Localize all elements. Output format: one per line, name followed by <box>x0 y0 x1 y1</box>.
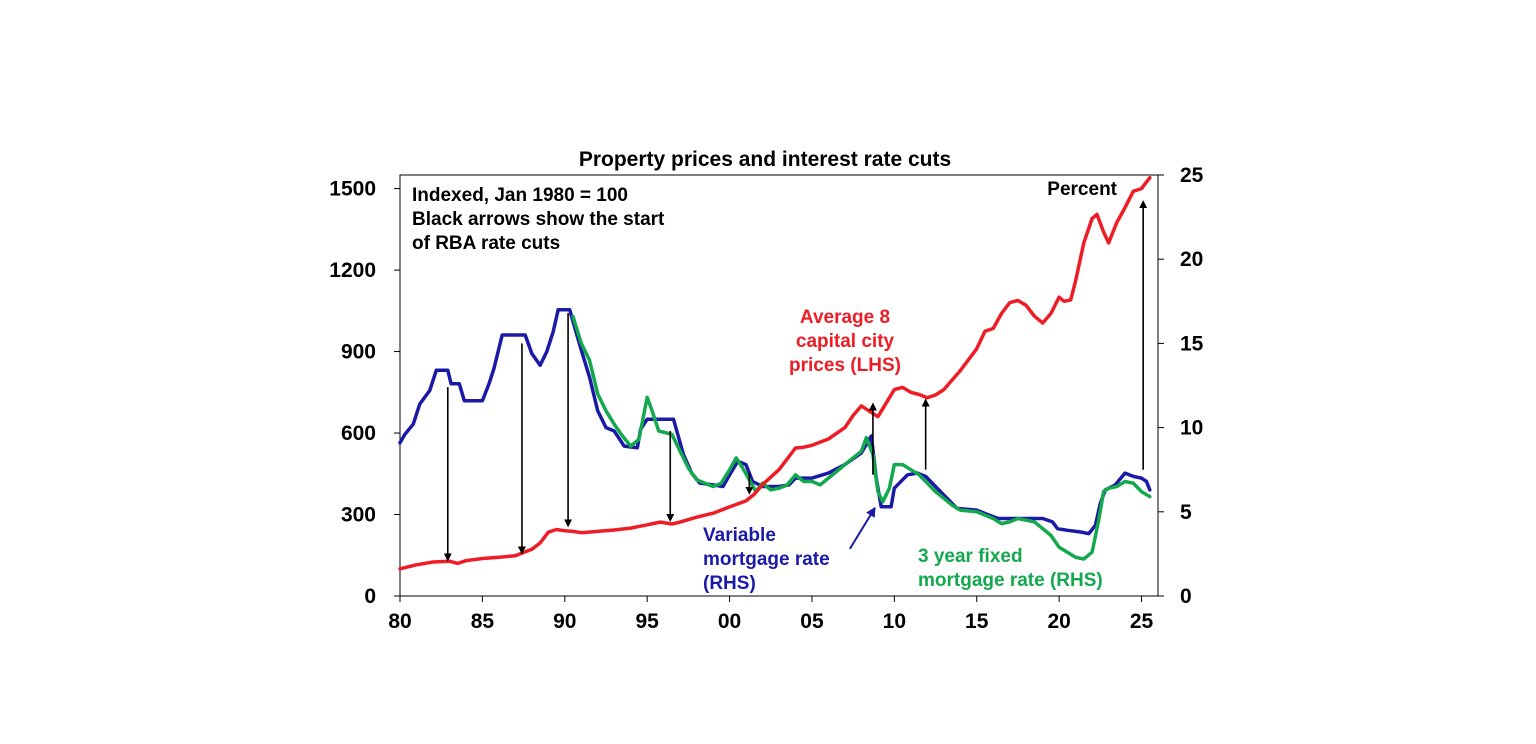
y-left-tick-label: 1500 <box>329 178 376 201</box>
y-left-tick-label: 900 <box>341 341 376 364</box>
variable-rate-label-arrow <box>849 506 876 550</box>
variable-rate-line <box>398 307 1152 536</box>
x-tick-label: 85 <box>471 610 495 633</box>
note-line-2: Black arrows show the start <box>412 209 665 230</box>
y-right-tick-label: 20 <box>1180 248 1203 271</box>
variable-rate-label-line-3: (RHS) <box>703 573 756 594</box>
y-right-tick-label: 10 <box>1180 417 1203 440</box>
prices-line <box>398 175 1152 571</box>
x-tick-label: 80 <box>388 610 411 633</box>
x-tick-label: 90 <box>553 610 576 633</box>
x-tick-label: 05 <box>800 610 824 633</box>
x-tick-label: 15 <box>965 610 989 633</box>
fixed-rate-line <box>571 314 1152 561</box>
prices-label-line-1: Average 8 <box>800 307 890 328</box>
plot-frame <box>399 174 1159 597</box>
fixed-rate-label-line-2: mortgage rate (RHS) <box>918 570 1103 591</box>
rate-cut-arrows <box>443 200 1148 562</box>
y-left-tick-label: 1200 <box>329 259 376 282</box>
x-axis: 80 85 90 95 00 05 10 15 20 25 <box>388 596 1154 633</box>
y-left-tick-label: 300 <box>341 504 376 527</box>
y-axis-left: 0 300 600 900 1200 1500 <box>329 178 400 608</box>
x-tick-label: 25 <box>1130 610 1154 633</box>
y-left-tick-label: 0 <box>364 585 376 608</box>
x-tick-label: 10 <box>883 610 906 633</box>
x-tick-label: 00 <box>718 610 741 633</box>
y-left-tick-label: 600 <box>341 422 376 445</box>
y-right-tick-label: 0 <box>1180 585 1192 608</box>
x-tick-label: 95 <box>635 610 659 633</box>
series-layer <box>398 175 1152 571</box>
chart-title: Property prices and interest rate cuts <box>579 148 951 171</box>
variable-rate-label-line-2: mortgage rate <box>703 549 830 570</box>
y-right-tick-label: 15 <box>1180 332 1204 355</box>
y-right-tick-label: 25 <box>1180 164 1204 187</box>
fixed-rate-label-line-1: 3 year fixed <box>918 546 1023 567</box>
prices-label-line-3: prices (LHS) <box>789 355 901 376</box>
x-tick-label: 20 <box>1047 610 1070 633</box>
variable-rate-label-line-1: Variable <box>703 525 776 546</box>
y-axis-right: 0 5 10 15 20 25 <box>1158 164 1204 608</box>
note-line-3: of RBA rate cuts <box>412 233 560 254</box>
right-axis-unit-label: Percent <box>1047 179 1117 200</box>
note-line-1: Indexed, Jan 1980 = 100 <box>412 185 628 206</box>
prices-label-line-2: capital city <box>796 331 895 352</box>
y-right-tick-label: 5 <box>1180 501 1192 524</box>
